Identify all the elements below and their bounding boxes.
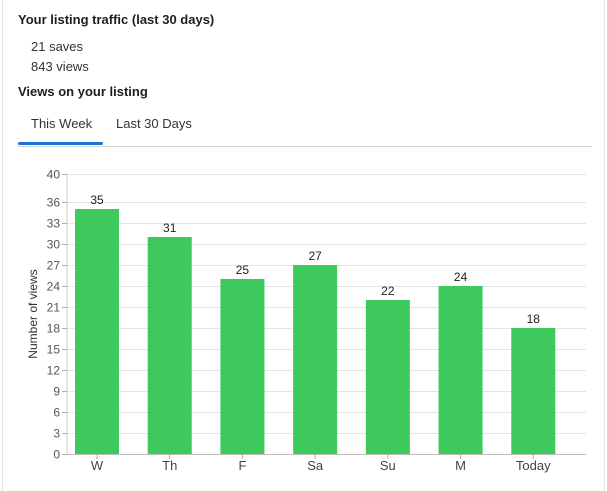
panel-right-border — [604, 0, 605, 491]
x-tick-label: Th — [162, 458, 177, 473]
bar-value-label: 18 — [527, 312, 541, 326]
tab-last-30-days[interactable]: Last 30 Days — [116, 116, 192, 131]
y-tick-label: 12 — [47, 364, 61, 378]
x-tick-label: Today — [516, 458, 551, 473]
y-tick-label: 3 — [53, 427, 60, 441]
bar-value-label: 31 — [163, 221, 177, 235]
bar-value-label: 35 — [90, 193, 104, 207]
y-tick-label: 40 — [47, 168, 61, 182]
tab-this-week[interactable]: This Week — [31, 116, 93, 131]
bar-value-label: 27 — [308, 249, 322, 263]
saves-count: 21 saves — [31, 39, 84, 54]
y-tick-label: 30 — [47, 238, 61, 252]
y-tick-label: 21 — [47, 301, 61, 315]
bar-f — [220, 279, 265, 454]
y-tick-label: 18 — [47, 322, 61, 336]
bar-su — [365, 300, 410, 454]
y-tick-label: 24 — [47, 280, 61, 294]
y-tick-label: 36 — [47, 196, 61, 210]
views-count: 843 views — [31, 59, 89, 74]
panel-left-border — [2, 0, 3, 491]
y-tick-label: 33 — [47, 217, 61, 231]
y-tick-label: 27 — [47, 259, 61, 273]
y-tick-label: 15 — [47, 343, 61, 357]
bar-value-label: 24 — [454, 270, 468, 284]
y-tick-label: 9 — [53, 385, 60, 399]
y-axis-title: Number of views — [26, 269, 40, 358]
x-tick-label: Sa — [307, 458, 324, 473]
tab-divider — [18, 146, 592, 147]
bar-sa — [293, 265, 338, 454]
y-tick-label: 0 — [53, 448, 60, 462]
bar-th — [147, 237, 192, 454]
bar-today — [511, 328, 556, 454]
x-tick-label: W — [91, 458, 104, 473]
x-tick-label: Su — [380, 458, 396, 473]
y-tick-label: 6 — [53, 406, 60, 420]
views-heading: Views on your listing — [18, 84, 148, 99]
bar-value-label: 22 — [381, 284, 395, 298]
bar-m — [438, 286, 483, 454]
x-tick-label: M — [455, 458, 466, 473]
traffic-heading: Your listing traffic (last 30 days) — [18, 12, 215, 27]
bar-value-label: 25 — [236, 263, 250, 277]
bar-w — [75, 209, 119, 454]
x-tick-label: F — [238, 458, 246, 473]
active-tab-indicator — [18, 142, 103, 145]
